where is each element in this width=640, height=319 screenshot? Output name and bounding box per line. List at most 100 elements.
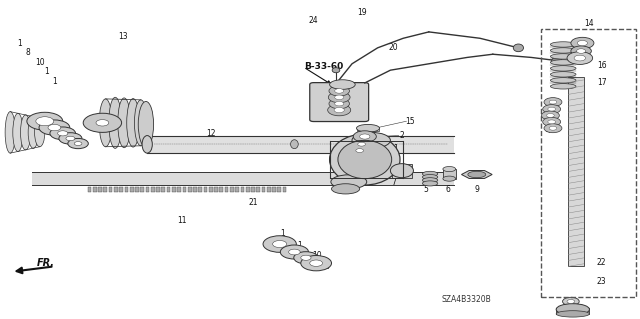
- Bar: [262, 187, 266, 192]
- Circle shape: [334, 108, 344, 113]
- Bar: [193, 187, 197, 192]
- Circle shape: [567, 52, 593, 64]
- Circle shape: [563, 297, 579, 306]
- Text: 15: 15: [404, 117, 415, 126]
- Ellipse shape: [390, 164, 413, 178]
- Circle shape: [301, 255, 311, 260]
- Circle shape: [50, 127, 76, 140]
- Circle shape: [571, 37, 594, 49]
- Bar: [98, 187, 102, 192]
- Text: 1: 1: [393, 144, 398, 153]
- Ellipse shape: [20, 115, 31, 150]
- Circle shape: [356, 149, 364, 152]
- Text: 24: 24: [308, 16, 319, 25]
- Bar: [147, 136, 454, 153]
- Bar: [198, 187, 202, 192]
- Text: 4: 4: [545, 126, 550, 135]
- Bar: [188, 187, 191, 192]
- Bar: [130, 187, 134, 192]
- Text: 17: 17: [596, 78, 607, 87]
- Text: 5: 5: [423, 185, 428, 194]
- Text: 7: 7: [391, 178, 396, 187]
- Circle shape: [310, 260, 323, 266]
- Text: 21: 21: [248, 198, 257, 207]
- Circle shape: [280, 245, 308, 259]
- Bar: [104, 187, 107, 192]
- Ellipse shape: [468, 171, 486, 178]
- Circle shape: [329, 99, 349, 109]
- Ellipse shape: [550, 54, 576, 59]
- Ellipse shape: [99, 99, 112, 147]
- Circle shape: [544, 98, 562, 107]
- Bar: [392, 164, 412, 178]
- Bar: [251, 187, 255, 192]
- Text: 8: 8: [26, 48, 31, 57]
- Bar: [272, 187, 276, 192]
- Circle shape: [294, 252, 318, 264]
- Ellipse shape: [550, 72, 576, 77]
- Text: 1: 1: [17, 39, 22, 48]
- Circle shape: [263, 236, 296, 252]
- Ellipse shape: [332, 68, 340, 73]
- Bar: [32, 172, 454, 185]
- Circle shape: [577, 41, 588, 46]
- Ellipse shape: [422, 171, 438, 176]
- Ellipse shape: [13, 113, 23, 152]
- Ellipse shape: [552, 57, 562, 64]
- Ellipse shape: [142, 136, 152, 153]
- Text: 18: 18: [387, 155, 396, 164]
- Text: 16: 16: [596, 61, 607, 70]
- Circle shape: [335, 89, 344, 93]
- Bar: [146, 187, 149, 192]
- Circle shape: [574, 55, 586, 61]
- Circle shape: [543, 117, 561, 126]
- Text: B-33-60: B-33-60: [304, 63, 343, 71]
- Bar: [161, 187, 165, 192]
- Bar: [214, 187, 218, 192]
- Circle shape: [335, 101, 344, 106]
- Ellipse shape: [356, 124, 380, 132]
- Bar: [246, 187, 250, 192]
- Ellipse shape: [354, 140, 369, 148]
- Bar: [220, 187, 223, 192]
- Bar: [568, 77, 584, 266]
- Ellipse shape: [422, 181, 438, 186]
- Bar: [93, 187, 97, 192]
- Ellipse shape: [550, 42, 576, 47]
- Circle shape: [83, 113, 122, 132]
- Ellipse shape: [550, 48, 576, 53]
- Text: 2: 2: [399, 131, 404, 140]
- Ellipse shape: [443, 176, 456, 181]
- Ellipse shape: [35, 118, 45, 147]
- Bar: [135, 187, 139, 192]
- Bar: [230, 187, 234, 192]
- Ellipse shape: [422, 174, 438, 180]
- Bar: [204, 187, 207, 192]
- Text: 20: 20: [388, 43, 399, 52]
- Circle shape: [353, 131, 376, 142]
- Bar: [236, 187, 239, 192]
- Bar: [443, 169, 456, 179]
- Circle shape: [547, 114, 554, 117]
- Bar: [167, 187, 170, 192]
- Ellipse shape: [118, 98, 131, 148]
- Circle shape: [328, 92, 350, 103]
- Ellipse shape: [550, 66, 576, 71]
- Circle shape: [328, 104, 351, 116]
- Text: 11: 11: [178, 216, 187, 225]
- Text: SZA4B3320B: SZA4B3320B: [441, 295, 491, 304]
- Circle shape: [36, 117, 54, 126]
- Ellipse shape: [330, 80, 355, 89]
- Circle shape: [543, 105, 561, 114]
- FancyBboxPatch shape: [310, 83, 369, 122]
- Bar: [177, 187, 181, 192]
- Circle shape: [548, 107, 556, 111]
- Circle shape: [549, 126, 557, 130]
- Text: 14: 14: [584, 19, 594, 28]
- Ellipse shape: [134, 100, 147, 146]
- Text: 1: 1: [44, 67, 49, 76]
- Ellipse shape: [332, 184, 360, 194]
- Text: 1: 1: [297, 241, 302, 250]
- Circle shape: [39, 120, 70, 135]
- Circle shape: [567, 300, 575, 303]
